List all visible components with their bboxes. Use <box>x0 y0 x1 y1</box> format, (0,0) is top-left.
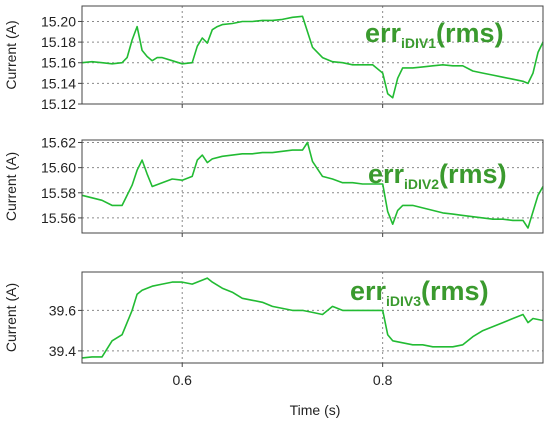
x-axis-label: Time (s) <box>290 402 341 418</box>
panel-0: 15.12 15.14 15.16 15.18 15.20 Current (A) erri… <box>3 5 544 112</box>
series-annotation: erriDIV1(rms) <box>365 18 504 51</box>
y-axis-label: Current (A) <box>3 20 19 89</box>
y-tick-label: 15.12 <box>41 96 76 112</box>
plot-frame <box>81 139 544 234</box>
annotation-tail: (rms) <box>421 276 489 306</box>
annotation-tail: (rms) <box>436 18 504 48</box>
series-annotation: erriDIV3(rms) <box>350 276 489 309</box>
plot-area <box>82 272 543 363</box>
x-tick-label: 0.8 <box>373 372 393 388</box>
y-tick-label: 39.4 <box>49 343 76 359</box>
series-line <box>81 141 544 229</box>
series-annotation: erriDIV2(rms) <box>368 159 507 192</box>
y-tick-label: 15.62 <box>41 135 76 151</box>
annotation-subscript: iDIV2 <box>404 176 439 192</box>
y-axis-label: Current (A) <box>3 152 19 221</box>
plot-frame <box>81 271 544 364</box>
annotation-main: err <box>365 18 402 48</box>
y-axis-label: Current (A) <box>3 283 19 352</box>
y-tick-label: 15.20 <box>41 13 76 29</box>
x-tick-label: 0.6 <box>172 372 192 388</box>
series-line <box>81 15 544 99</box>
y-tick-label: 39.6 <box>49 302 76 318</box>
panel-1: 15.56 15.58 15.60 15.62 Current (A) erriDIV2(… <box>3 135 544 237</box>
y-tick-label: 15.18 <box>41 34 76 50</box>
y-tick-label: 15.56 <box>41 210 76 226</box>
plot-area <box>82 6 543 104</box>
annotation-main: err <box>368 159 405 189</box>
y-tick-label: 15.60 <box>41 160 76 176</box>
series-line <box>81 277 544 359</box>
annotation-subscript: iDIV1 <box>401 35 436 51</box>
y-tick-label: 15.16 <box>41 55 76 71</box>
annotation-tail: (rms) <box>439 159 507 189</box>
panel-2: 39.4 39.6 0.6 0.8 Current (A) erriDIV3(rms) <box>3 271 544 388</box>
plot-frame <box>81 5 544 105</box>
annotation-main: err <box>350 276 387 306</box>
annotation-subscript: iDIV3 <box>386 293 421 309</box>
y-tick-label: 15.14 <box>41 75 76 91</box>
y-tick-label: 15.58 <box>41 185 76 201</box>
